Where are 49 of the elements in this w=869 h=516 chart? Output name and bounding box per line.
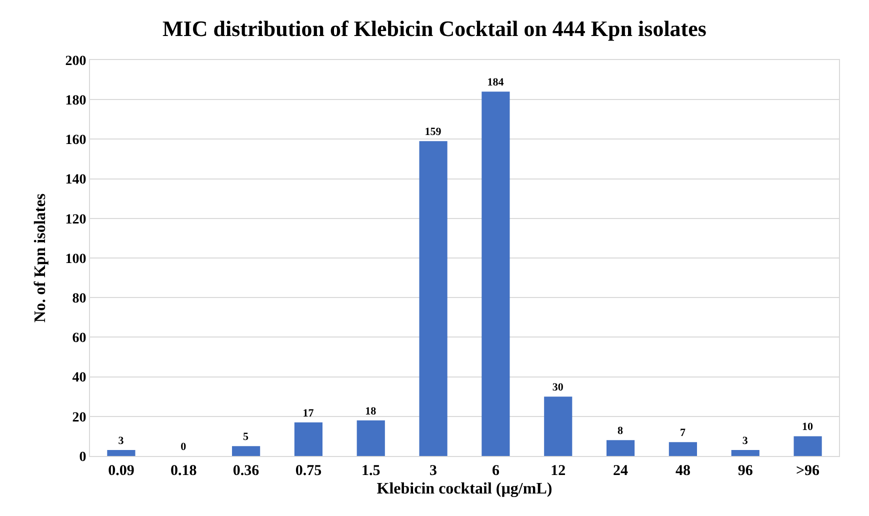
bar	[356, 420, 385, 456]
bar	[606, 440, 635, 456]
y-tick-label: 60	[72, 331, 86, 346]
x-tick-label: 48	[675, 463, 690, 479]
x-tick-label: 6	[492, 463, 500, 479]
y-tick-label: 200	[65, 54, 86, 69]
data-label: 30	[552, 382, 564, 394]
y-tick-label: 140	[65, 172, 86, 188]
x-tick-label: 0.09	[108, 463, 134, 479]
y-tick-label: 80	[72, 292, 86, 306]
x-tick-label: 24	[613, 463, 629, 479]
x-tick-label: 0.36	[232, 463, 260, 479]
data-label: 0	[180, 441, 187, 453]
data-label: 159	[424, 126, 442, 138]
bar	[294, 422, 322, 456]
bar	[731, 450, 760, 456]
bar	[107, 450, 136, 456]
data-label: 3	[118, 435, 124, 448]
bar	[232, 446, 260, 456]
data-label: 184	[487, 76, 504, 89]
y-tick-label: 120	[65, 212, 86, 228]
y-axis-title: No. of Kpn isolates	[32, 194, 50, 322]
data-label: 8	[618, 425, 624, 438]
y-tick-label: 0	[79, 450, 86, 465]
x-tick-label: 3	[430, 463, 438, 479]
x-tick-label: 96	[738, 463, 754, 479]
data-label: 7	[680, 427, 686, 440]
x-tick-label: 0.18	[170, 463, 197, 479]
y-tick-label: 160	[65, 133, 86, 148]
data-label: 3	[742, 435, 748, 448]
y-tick-label: 180	[65, 94, 86, 108]
x-tick-label: 1.5	[362, 463, 380, 479]
data-label: 5	[243, 431, 250, 444]
chart-title: MIC distribution of Klebicin Cocktail on 444 Kpn isolates	[162, 16, 707, 42]
y-tick-label: 40	[72, 370, 86, 386]
bar	[482, 92, 510, 456]
bar	[668, 442, 697, 456]
y-tick-label: 20	[72, 410, 86, 426]
x-axis-title: Klebicin cocktail (µg/mL)	[376, 480, 552, 498]
x-tick-label: >96	[796, 463, 820, 479]
y-tick-label: 100	[65, 252, 86, 267]
data-label: 10	[802, 421, 814, 434]
bar	[419, 141, 448, 456]
x-tick-label: 0.75	[295, 463, 322, 479]
bar	[544, 396, 572, 456]
data-label: 17	[302, 407, 314, 420]
data-label: 18	[365, 405, 377, 418]
x-tick-label: 12	[550, 463, 566, 479]
bar	[794, 436, 822, 456]
